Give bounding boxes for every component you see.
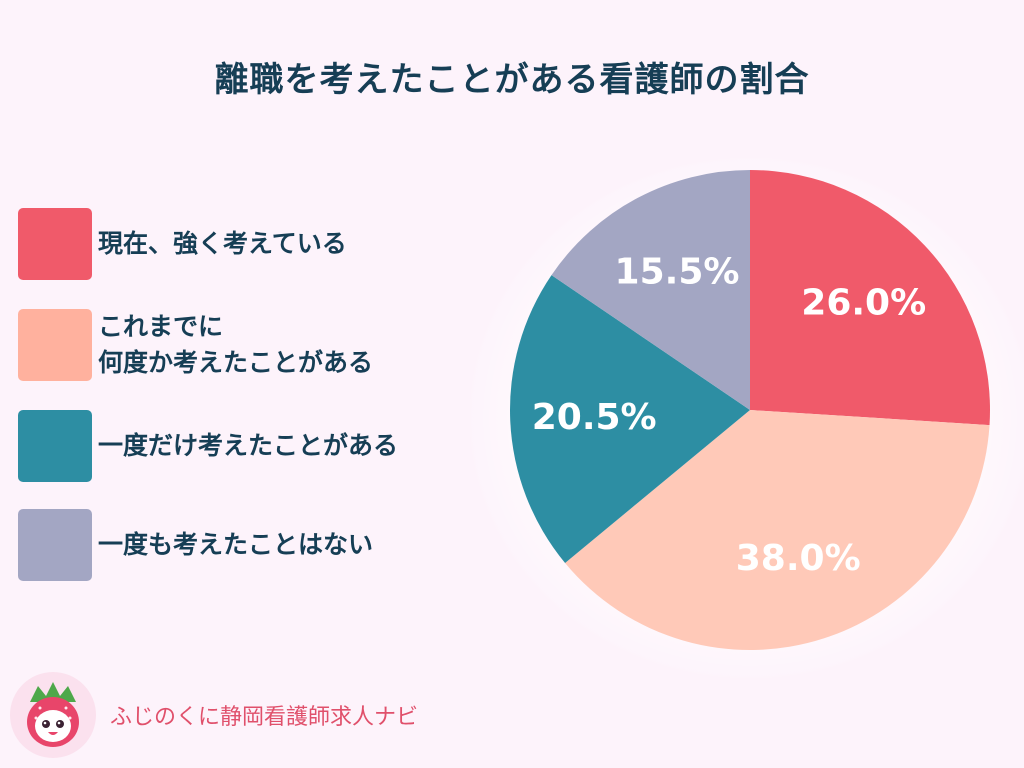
legend-swatch xyxy=(18,208,92,280)
pie-data-label: 15.5% xyxy=(615,252,740,293)
legend-item-never: 一度も考えたことはない xyxy=(18,509,373,581)
pie-slice-once xyxy=(510,275,750,563)
pie-slice-strongly-considering xyxy=(750,170,991,426)
pie-data-label: 20.5% xyxy=(532,397,657,438)
legend-label: これまでに 何度か考えたことがある xyxy=(98,312,374,378)
strawberry-mascot-icon xyxy=(10,672,96,758)
pie-slice-never xyxy=(551,170,750,410)
legend-swatch xyxy=(18,410,92,482)
legend-swatch xyxy=(18,309,92,382)
legend-label: 一度も考えたことはない xyxy=(98,529,374,559)
legend-label: 現在、強く考えている xyxy=(98,228,347,258)
logo: ふじのくに静岡看護師求人ナビ xyxy=(10,672,418,758)
pie-slice-several-times xyxy=(565,410,990,651)
chart-title: 離職を考えたことがある看護師の割合 xyxy=(214,60,810,100)
pie-data-label: 26.0% xyxy=(801,283,926,324)
legend-item-once: 一度だけ考えたことがある xyxy=(18,410,398,482)
pie-data-label: 38.0% xyxy=(736,538,861,579)
logo-text: ふじのくに静岡看護師求人ナビ xyxy=(110,705,419,730)
legend-item-strongly-considering: 現在、強く考えている xyxy=(18,208,347,280)
legend-label: 一度だけ考えたことがある xyxy=(98,430,399,460)
legend-swatch xyxy=(18,509,92,581)
legend-item-several-times: これまでに 何度か考えたことがある xyxy=(18,309,373,382)
